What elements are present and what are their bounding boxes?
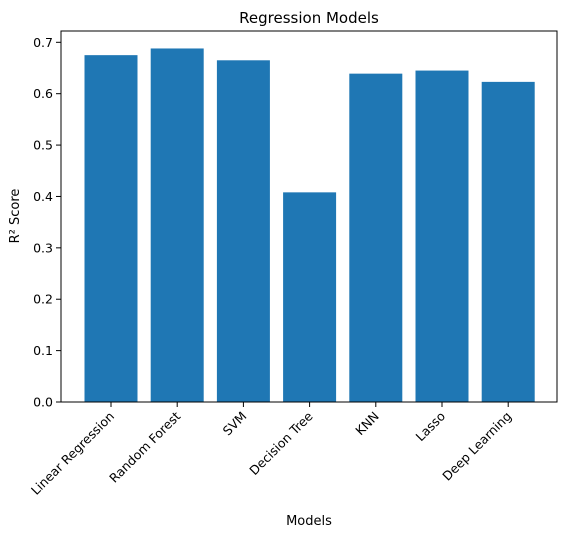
bar <box>84 55 138 402</box>
bar <box>150 48 204 402</box>
y-tick-label: 0.5 <box>33 138 53 153</box>
bar <box>415 70 469 403</box>
y-tick-label: 0.6 <box>33 86 53 101</box>
bar <box>216 60 270 402</box>
bars-group <box>84 48 535 403</box>
x-axis-label: Models <box>286 514 332 529</box>
bar <box>283 192 337 402</box>
y-tick-label: 0.1 <box>33 343 53 358</box>
y-axis-label: R² Score <box>8 189 23 244</box>
chart-title: Regression Models <box>239 9 379 27</box>
y-tick-label: 0.3 <box>33 240 53 255</box>
plot-frame <box>60 30 558 403</box>
bar <box>481 81 535 403</box>
y-tick-label: 0.2 <box>33 292 53 307</box>
y-tick-label: 0.0 <box>33 395 53 410</box>
y-tick-label: 0.4 <box>33 189 53 204</box>
bar <box>349 73 403 402</box>
y-tick-label: 0.7 <box>33 35 53 50</box>
y-axis-ticks: 0.0 0.1 0.2 0.3 0.4 0.5 0.6 0.7 <box>33 35 61 410</box>
